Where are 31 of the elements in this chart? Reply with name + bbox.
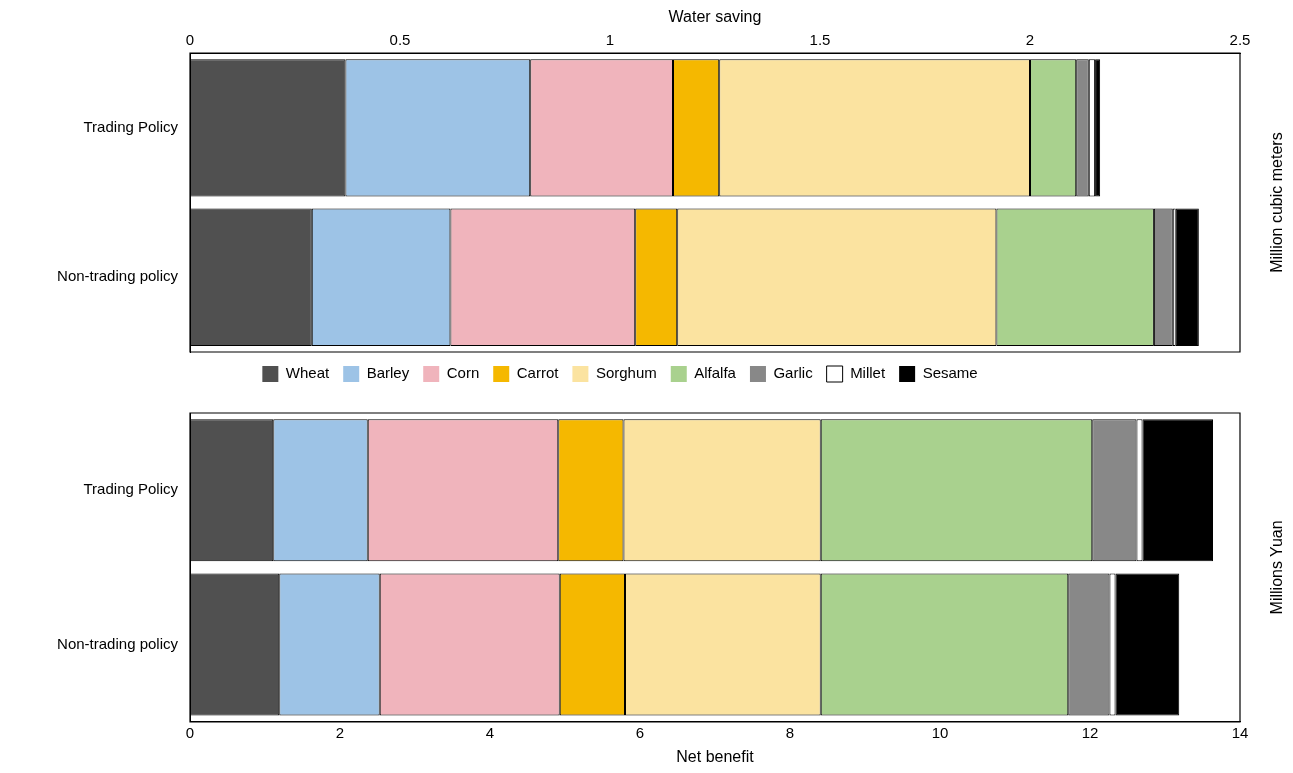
- legend-label: Wheat: [285, 364, 331, 382]
- x-tick-label: 12: [1081, 723, 1099, 741]
- legend-label: Sorghum: [595, 364, 657, 382]
- x-tick-label: 0: [185, 31, 195, 49]
- legend-label: Barley: [366, 364, 410, 382]
- x-tick-label: 6: [635, 723, 645, 741]
- y-tick-label: Trading Policy: [83, 480, 179, 498]
- x-tick-label: 0.5: [389, 31, 411, 49]
- y-tick-label: Trading Policy: [83, 118, 179, 136]
- y2-axis-title: Million cubic meters: [1268, 132, 1286, 273]
- x-tick-label: 4: [485, 723, 495, 741]
- legend-label: Corn: [446, 364, 480, 382]
- x-axis-title: Net benefit: [676, 747, 755, 765]
- x-tick-label: 0: [185, 723, 195, 741]
- legend-label: Alfalfa: [694, 364, 737, 382]
- x-tick-label: 2.5: [1229, 31, 1251, 49]
- x-tick-label: 1: [605, 31, 615, 49]
- x-tick-label: 8: [785, 723, 795, 741]
- x-tick-label: 2: [1025, 31, 1035, 49]
- x-axis-title: Water saving: [668, 8, 762, 26]
- y-tick-label: Non-trading policy: [57, 634, 179, 652]
- legend-label: Garlic: [773, 364, 814, 382]
- legend-label: Millet: [850, 364, 886, 382]
- x-tick-label: 2: [335, 723, 345, 741]
- x-tick-label: 14: [1231, 723, 1249, 741]
- legend-label: Sesame: [922, 364, 978, 382]
- y-tick-label: Non-trading policy: [57, 267, 179, 285]
- x-tick-label: 1.5: [809, 31, 831, 49]
- x-tick-label: 10: [931, 723, 949, 741]
- legend-label: Carrot: [516, 364, 560, 382]
- y2-axis-title: Millions Yuan: [1268, 520, 1286, 615]
